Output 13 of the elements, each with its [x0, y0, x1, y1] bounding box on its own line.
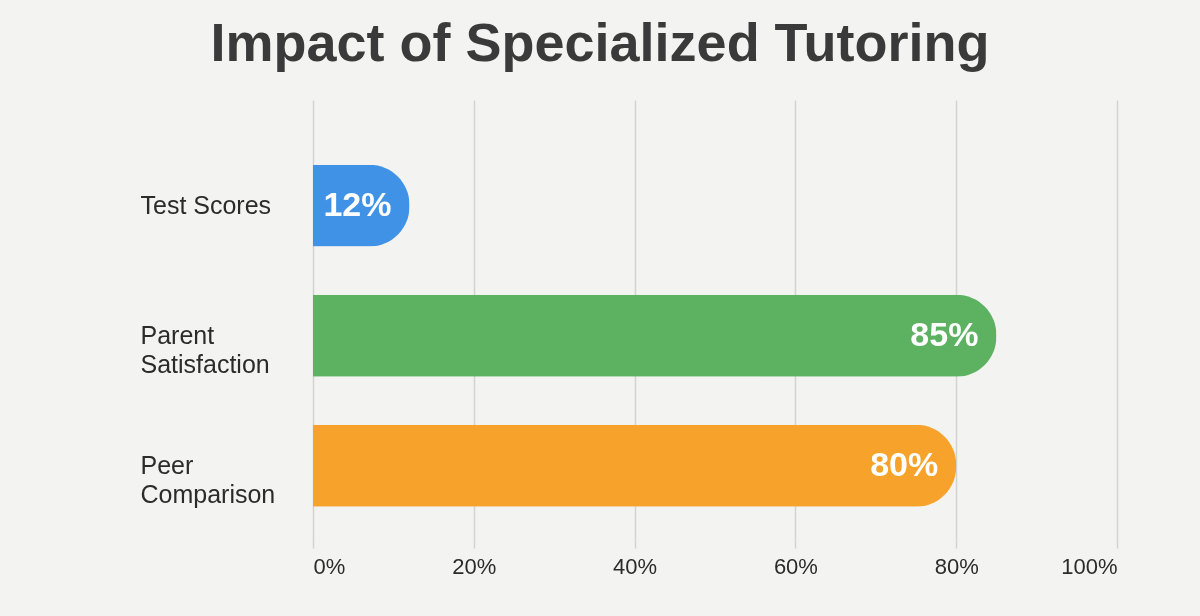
data-label: 85% [910, 314, 979, 353]
x-tick-label: 0% [313, 553, 346, 579]
y-tick-label: Peer Comparison [140, 450, 276, 508]
x-tick-label: 80% [934, 553, 979, 579]
x-tick-label: 100% [1061, 553, 1118, 579]
x-tick-label: 20% [452, 553, 497, 579]
x-tick-label: 40% [613, 553, 658, 579]
data-label: 12% [323, 184, 392, 223]
y-tick-label: Parent Satisfaction [140, 320, 270, 378]
chart-title: Impact of Specialized Tutoring [210, 12, 990, 72]
data-label: 80% [870, 444, 939, 483]
y-tick-label: Test Scores [140, 190, 272, 219]
x-tick-label: 60% [773, 553, 818, 579]
